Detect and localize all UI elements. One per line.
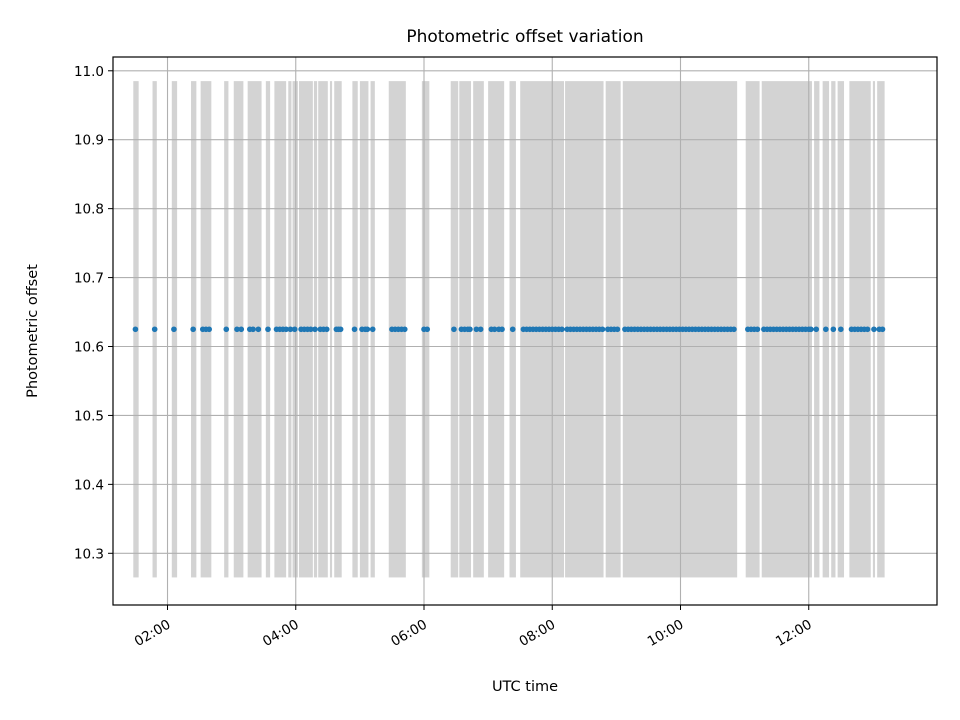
data-point (323, 326, 330, 333)
y-axis-ticks: 10.3 10.4 10.5 10.6 10.7 10.8 10.9 11.0 (74, 64, 113, 562)
data-point (401, 326, 408, 333)
data-point (369, 326, 376, 333)
data-point (206, 326, 212, 333)
data-point (238, 326, 245, 333)
data-point (509, 326, 516, 333)
data-point (559, 326, 565, 333)
y-tick-label: 10.9 (74, 133, 104, 149)
data-point (813, 326, 820, 333)
chart-title: Photometric offset variation (406, 27, 643, 47)
data-point (477, 326, 484, 333)
y-tick-label: 10.7 (74, 271, 104, 287)
y-tick-label: 10.5 (74, 408, 104, 424)
plot-frame (112, 56, 938, 606)
data-point (132, 326, 139, 333)
data-point (351, 326, 358, 333)
data-point (871, 326, 877, 333)
data-point (451, 326, 457, 333)
data-point (307, 326, 314, 333)
data-point (151, 326, 158, 333)
y-tick-label: 10.4 (74, 477, 104, 493)
data-point (823, 326, 829, 333)
data-point (223, 326, 230, 333)
x-axis-title: UTC time (492, 679, 558, 695)
data-point (467, 326, 473, 333)
data-point (291, 326, 298, 333)
data-point (287, 326, 294, 333)
data-point (364, 326, 371, 333)
data-point (491, 326, 498, 333)
data-point (838, 326, 844, 333)
data-point (499, 326, 505, 333)
data-point (337, 326, 344, 333)
data-point (808, 326, 814, 333)
y-tick-label: 10.6 (74, 340, 104, 356)
data-point (283, 326, 289, 333)
data-point (250, 326, 256, 333)
shaded-interval (329, 81, 333, 578)
data-point (473, 326, 480, 333)
data-point (190, 326, 196, 333)
data-point (171, 326, 177, 333)
y-tick-label: 11.0 (74, 64, 104, 80)
data-point (255, 326, 262, 333)
y-axis-title: Photometric offset (25, 264, 41, 398)
data-point (599, 326, 606, 333)
data-point (731, 326, 737, 333)
data-point (614, 326, 621, 333)
y-tick-label: 10.8 (74, 202, 104, 218)
data-point (265, 326, 271, 333)
data-points (132, 326, 886, 333)
data-point (864, 326, 871, 333)
data-point (234, 326, 240, 333)
data-point (879, 326, 886, 333)
data-point (424, 326, 431, 333)
data-point (312, 326, 318, 333)
data-point (830, 326, 837, 333)
data-point (754, 326, 761, 333)
y-tick-label: 10.3 (74, 546, 104, 562)
